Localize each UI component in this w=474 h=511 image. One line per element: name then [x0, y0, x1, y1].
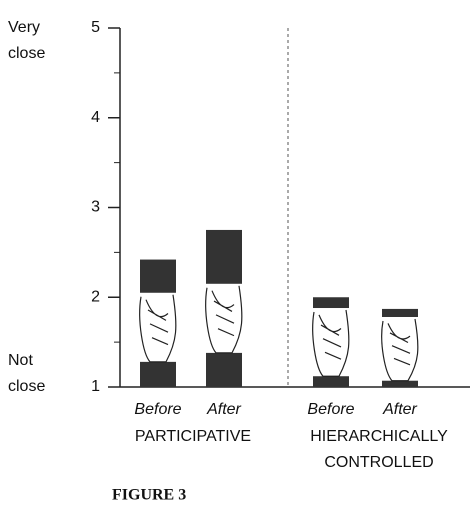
y-tick-label: 4	[91, 109, 100, 126]
x-tick-label: Before	[307, 401, 354, 418]
hand-illustration	[313, 310, 349, 376]
lower-block	[313, 376, 349, 387]
y-tick-label: 5	[91, 19, 100, 36]
hand-illustration	[382, 319, 418, 381]
x-tick-label: Before	[134, 401, 181, 418]
group-label: PARTICIPATIVE	[113, 424, 273, 450]
lower-block	[140, 362, 176, 387]
upper-block	[140, 260, 176, 293]
hand-illustration	[206, 286, 242, 353]
hand-illustration	[140, 295, 176, 362]
y-tick-label: 1	[91, 378, 100, 395]
y-end-label: Very close	[8, 15, 68, 67]
y-tick-label: 3	[91, 199, 100, 216]
group-label: HIERARCHICALLY CONTROLLED	[284, 424, 474, 476]
chart: 1 2 3 4 5 Before After Before After FIGURE 3 Very…	[0, 0, 474, 511]
y-end-label: Not close	[8, 348, 68, 400]
lower-block	[206, 353, 242, 387]
upper-block	[382, 309, 418, 317]
upper-block	[206, 230, 242, 284]
y-tick-label: 2	[91, 288, 100, 305]
lower-block	[382, 381, 418, 387]
caption: FIGURE 3	[112, 487, 186, 504]
upper-block	[313, 297, 349, 308]
x-tick-label: After	[206, 401, 241, 418]
x-tick-label: After	[382, 401, 417, 418]
